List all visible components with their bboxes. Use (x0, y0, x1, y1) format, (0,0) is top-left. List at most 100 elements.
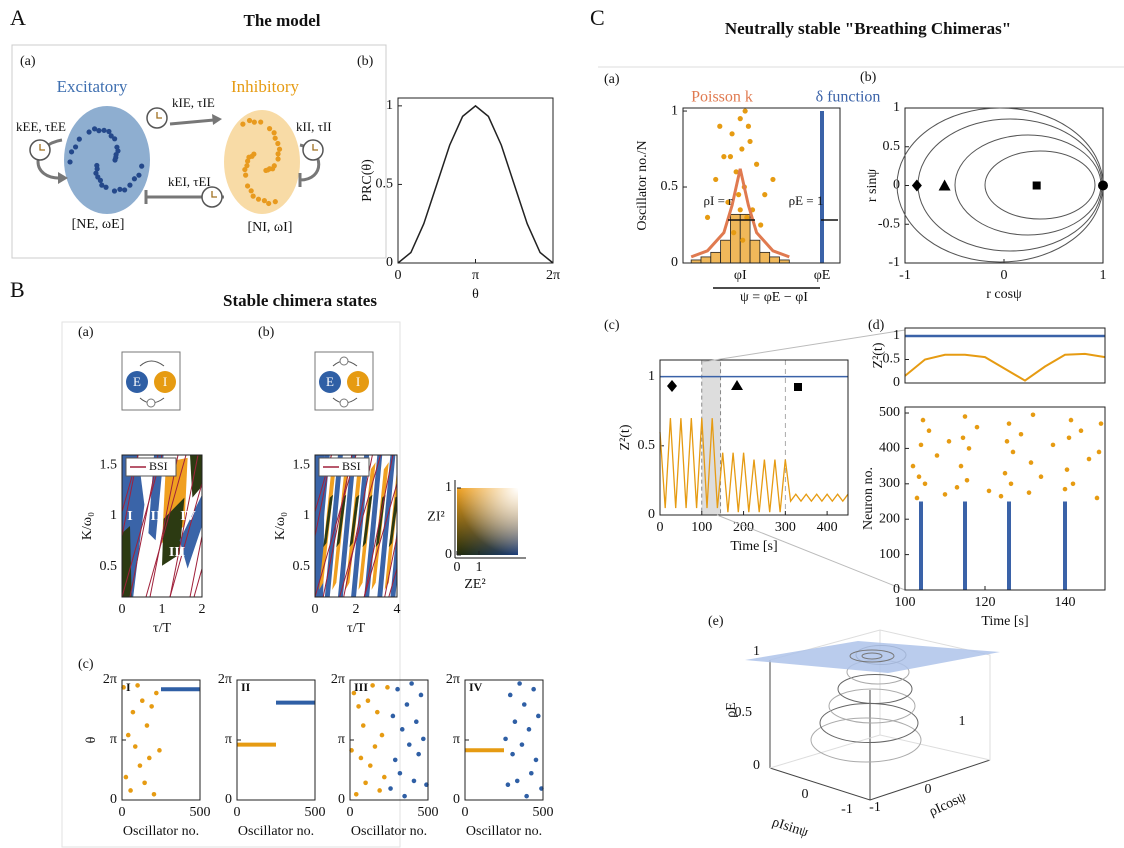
y-axis-label: Oscillator no./N (635, 140, 650, 230)
x-tick-label: 0 (462, 805, 469, 820)
neuron (109, 133, 114, 138)
y-tick-label: -1 (888, 255, 900, 270)
x-tick-label: 0 (347, 805, 354, 820)
axes-frame (350, 680, 428, 800)
marker (1098, 181, 1108, 191)
data-point (393, 758, 398, 763)
neuron (112, 188, 117, 193)
neuron (266, 201, 271, 206)
data-point (1003, 471, 1008, 476)
label: (e) (708, 614, 724, 629)
data-point (361, 723, 366, 728)
neuron (244, 163, 249, 168)
x-axis-label: ZE² (464, 577, 485, 592)
neuron (127, 183, 132, 188)
data-point (152, 792, 157, 797)
y-tick-label: 1 (110, 508, 117, 523)
neuron (272, 130, 277, 135)
data-point (739, 146, 744, 151)
data-point (961, 435, 966, 440)
neuron (277, 147, 282, 152)
neuron (275, 141, 280, 146)
excitatory-pop (64, 106, 150, 214)
y-tick-label: 300 (879, 476, 900, 491)
label: (b) (860, 70, 877, 85)
data-point (388, 786, 393, 791)
marker (731, 380, 743, 390)
y-axis-label: K/ω₀ (273, 512, 288, 540)
neuron (132, 176, 137, 181)
data-point (1007, 421, 1012, 426)
data-point (736, 192, 741, 197)
data-point (503, 737, 508, 742)
y-axis-label: Neuron no. (861, 467, 876, 530)
region-label: IV (180, 509, 196, 524)
data-point (126, 733, 131, 738)
data-point (145, 723, 150, 728)
annotation: ρI = r (704, 193, 734, 208)
data-point (154, 691, 159, 696)
y-tick-label: π (338, 732, 345, 747)
x-axis-label: θ (472, 287, 479, 302)
region-label: II (151, 509, 162, 524)
label: (c) (78, 657, 94, 672)
data-line (660, 418, 848, 512)
x-tick-label: 0 (802, 787, 809, 802)
data-point (370, 683, 375, 688)
y-axis-label: θ (84, 736, 99, 743)
neuron (240, 122, 245, 127)
x-tick-label: φE (814, 268, 831, 283)
data-point (947, 439, 952, 444)
data-point (754, 162, 759, 167)
neuron (67, 159, 72, 164)
data-point (967, 446, 972, 451)
hist-bar (711, 252, 721, 263)
panel-tag: I (126, 680, 131, 694)
neuron (101, 128, 106, 133)
y-tick-label: 0 (893, 582, 900, 597)
neuron (96, 128, 101, 133)
label: (a) (20, 54, 36, 69)
marker (667, 380, 677, 392)
x-tick-label: 0 (119, 602, 126, 617)
x-tick-label: 120 (975, 595, 996, 610)
data-point (510, 752, 515, 757)
data-point (407, 742, 412, 747)
data-point (522, 702, 527, 707)
x-axis-label: Oscillator no. (351, 824, 427, 839)
pop-label: Excitatory (57, 77, 128, 96)
neuron (73, 144, 78, 149)
neuron (252, 120, 257, 125)
data-point (515, 779, 520, 784)
data-point (124, 775, 129, 780)
bsi-line (413, 455, 454, 597)
neuron (267, 166, 272, 171)
data-point (975, 425, 980, 430)
data-point (131, 710, 136, 715)
data-point (416, 752, 421, 757)
data-point (1051, 443, 1056, 448)
data-point (911, 464, 916, 469)
hist-bar (730, 214, 740, 263)
neuron (77, 137, 82, 142)
x-tick-label: 140 (1055, 595, 1076, 610)
neuron (136, 173, 141, 178)
y-tick-label: 1.5 (293, 457, 311, 472)
marker (794, 383, 802, 391)
neuron (106, 129, 111, 134)
data-point (731, 230, 736, 235)
label: (a) (78, 325, 94, 340)
data-point (743, 108, 748, 113)
clock (340, 357, 348, 365)
y-tick-label: 0.5 (100, 559, 118, 574)
data-point (142, 781, 147, 786)
clock (147, 399, 155, 407)
z-axis-label: ρE (724, 702, 739, 718)
data-point (517, 681, 522, 686)
clock (340, 399, 348, 407)
label: Neutrally stable "Breathing Chimeras" (725, 19, 1011, 38)
data-point (919, 443, 924, 448)
legend-label: Poisson k (691, 89, 753, 106)
x-axis-label: Oscillator no. (466, 824, 542, 839)
data-line (905, 354, 1105, 381)
